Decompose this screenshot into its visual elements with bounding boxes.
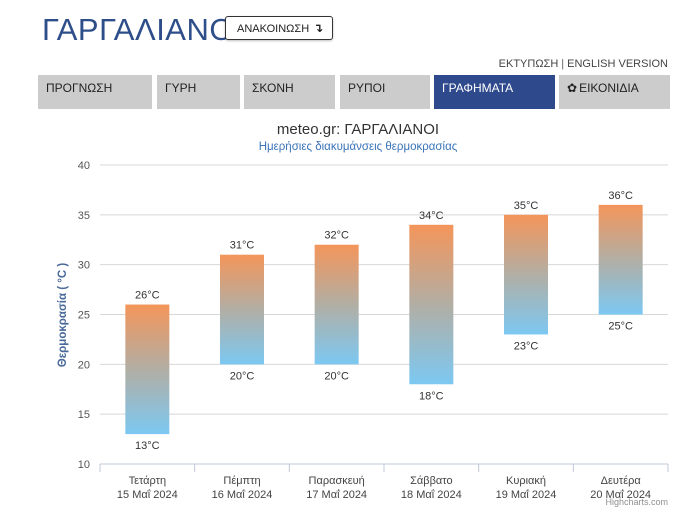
chart-title: meteo.gr: ΓΑΡΓΑΛΙΑΝΟΙ [277,121,439,138]
tab-label: ΓΥΡΗ [165,81,197,95]
announcement-button[interactable]: ΑΝΑΚΟΙΝΩΣΗ ↴ [225,16,334,40]
low-temp-label: 25°C [608,321,633,333]
temperature-range-bar [220,254,264,365]
temperature-range-bar [125,304,170,435]
top-links: ΕΚΤΥΠΩΣΗ | ENGLISH VERSION [499,58,668,70]
temperature-chart-svg: meteo.gr: ΓΑΡΓΑΛΙΑΝΟΙ Ημερήσιες διακυμάν… [57,121,669,507]
x-tick-date-label: 20 Μαΐ 2024 [590,489,651,501]
x-tick-day-label: Παρασκευή [309,475,365,487]
low-temp-label: 20°C [324,370,349,382]
low-temp-label: 13°C [135,440,160,452]
y-tick-label: 15 [78,409,90,421]
high-temp-label: 34°C [419,210,444,222]
temperature-range-bar [504,214,548,335]
tab-label: ΓΡΑΦΗΜΑΤΑ [442,81,514,95]
temperature-range-bar [409,224,454,385]
chart-subtitle: Ημερήσιες διακυμάνσεις θερμοκρασίας [259,141,458,153]
x-tick-date-label: 18 Μαΐ 2024 [401,489,462,501]
tab-label: ΠΡΟΓΝΩΣΗ [46,81,113,95]
y-tick-label: 25 [78,310,90,322]
chart-credits[interactable]: Highcharts.com [605,497,668,507]
x-tick-date-label: 16 Μαΐ 2024 [212,489,273,501]
low-temp-label: 18°C [419,390,444,402]
temperature-range-bar [314,244,359,365]
x-tick-day-label: Πέμπτη [223,475,260,487]
x-tick-day-label: Κυριακή [506,475,546,487]
link-separator: | [561,58,565,70]
print-link[interactable]: ΕΚΤΥΠΩΣΗ [498,58,559,70]
gear-icon: ✿ [567,81,578,95]
tab-icons[interactable]: ✿ ΕΙΚΟΝΙΔΙΑ [559,75,670,109]
tab-pollen[interactable]: ΓΥΡΗ [157,75,240,109]
temperature-range-bar [598,204,643,315]
y-tick-label: 35 [78,210,90,222]
y-tick-label: 40 [78,160,90,172]
x-tick-date-label: 17 Μαΐ 2024 [306,489,367,501]
tab-label: ΕΙΚΟΝΙΔΙΑ [579,81,639,95]
y-tick-label: 10 [78,459,90,471]
low-temp-label: 23°C [514,340,539,352]
arrow-down-icon: ↴ [313,21,324,35]
x-tick-date-label: 19 Μαΐ 2024 [496,489,557,501]
tab-forecast[interactable]: ΠΡΟΓΝΩΣΗ [38,75,152,109]
tab-charts[interactable]: ΓΡΑΦΗΜΑΤΑ [434,75,555,109]
tab-label: ΡΥΠΟΙ [348,81,386,95]
announcement-label: ΑΝΑΚΟΙΝΩΣΗ [237,23,310,35]
english-version-link[interactable]: ENGLISH VERSION [567,58,668,70]
high-temp-label: 36°C [608,190,633,202]
high-temp-label: 32°C [324,230,349,242]
tab-label: ΣΚΟΝΗ [252,81,294,95]
x-tick-day-label: Τετάρτη [129,475,167,487]
x-tick-day-label: Δευτέρα [601,475,642,487]
high-temp-label: 31°C [230,240,255,252]
y-tick-label: 20 [78,359,90,371]
high-temp-label: 26°C [135,290,160,302]
y-tick-label: 30 [78,260,90,272]
y-axis-title: Θερμοκρασία ( °C ) [57,263,69,368]
tab-pollutants[interactable]: ΡΥΠΟΙ [340,75,430,109]
tab-dust[interactable]: ΣΚΟΝΗ [244,75,335,109]
x-tick-day-label: Σάββατο [410,475,452,487]
x-tick-date-label: 15 Μαΐ 2024 [117,489,178,501]
location-title: ΓΑΡΓΑΛΙΑΝΟΙ [42,12,244,47]
low-temp-label: 20°C [230,370,255,382]
temperature-chart: meteo.gr: ΓΑΡΓΑΛΙΑΝΟΙ Ημερήσιες διακυμάν… [0,112,686,511]
high-temp-label: 35°C [514,200,539,212]
